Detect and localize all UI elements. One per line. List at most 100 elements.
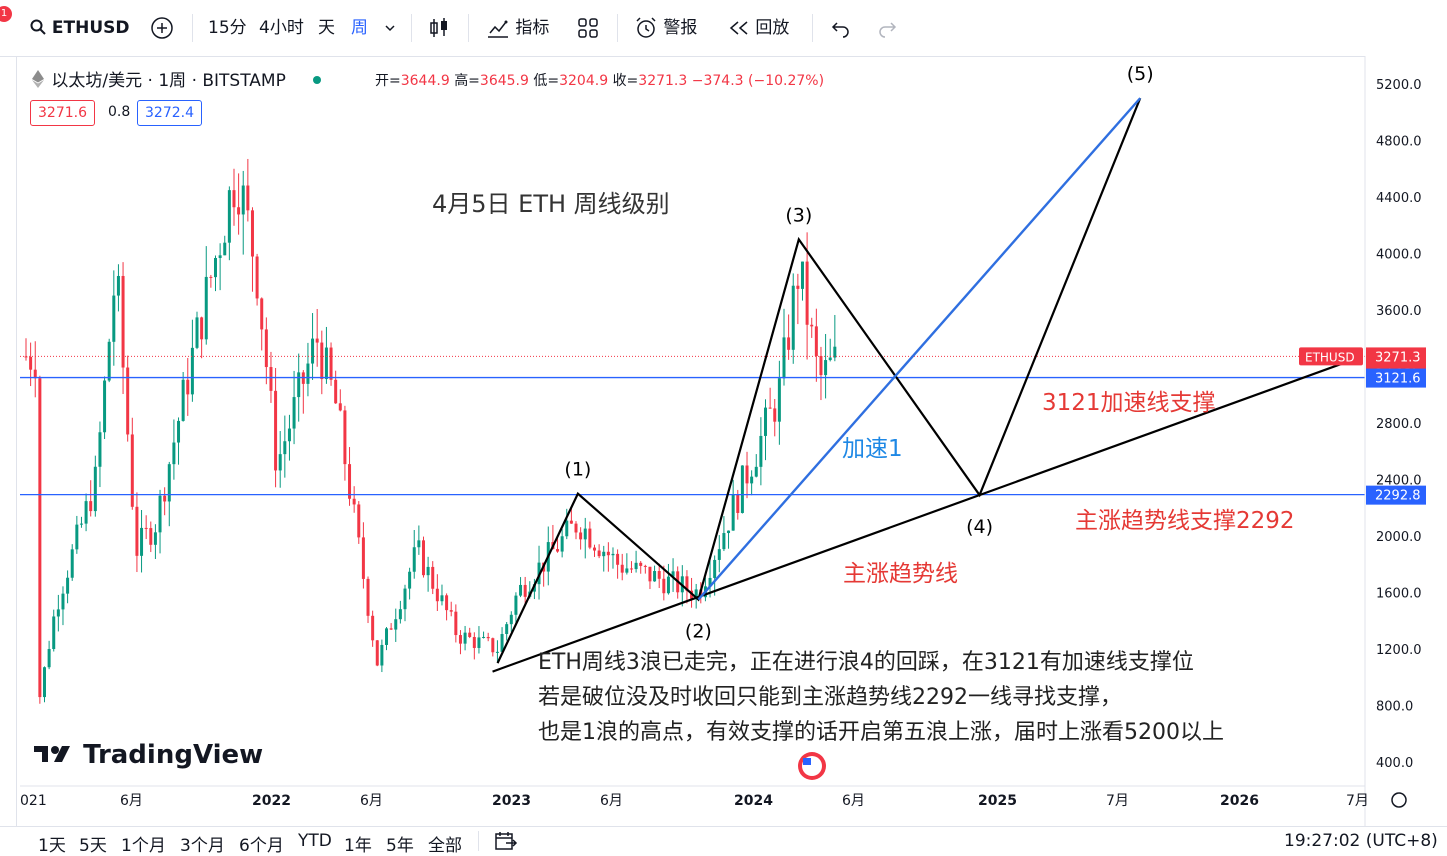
price-tick: 4400.0 (1376, 191, 1422, 206)
symbol-name: ETHUSD (51, 18, 130, 38)
candle-body (306, 363, 310, 384)
sell-price-box[interactable]: 3271.6 (30, 100, 95, 126)
tradingview-logo-icon (34, 746, 70, 762)
line-price-tag-1 (1366, 485, 1426, 505)
candle-body (634, 562, 638, 570)
candle-body (315, 338, 319, 343)
interval-1w[interactable]: 周 (351, 18, 368, 38)
candle-body (819, 356, 823, 376)
candle-body (440, 595, 444, 602)
candle-body (708, 577, 712, 587)
range-ytd[interactable]: YTD (298, 831, 332, 851)
price-tick: 400.0 (1376, 756, 1413, 771)
price-tick: 800.0 (1376, 700, 1413, 715)
chart-title: 4月5日 ETH 周线级别 (432, 190, 670, 218)
candle-body (560, 536, 564, 552)
candle-body (329, 347, 333, 380)
candle-body (824, 360, 828, 376)
candle-body (662, 578, 666, 594)
buy-price-box[interactable]: 3272.4 (137, 100, 202, 126)
top-toolbar: 1 ETHUSD 15分 4小时 天 周 指标 (0, 0, 1447, 57)
range-1m[interactable]: 1个月 (121, 836, 166, 856)
undo-button[interactable] (830, 14, 852, 42)
candle-body (324, 347, 328, 380)
analysis-note-1: ETH周线3浪已走完，正在进行浪4的回踩，在3121有加速线支撑位 (538, 650, 1194, 675)
price-tick: 5200.0 (1376, 78, 1422, 93)
candle-body (375, 640, 379, 666)
candle-body (371, 615, 375, 641)
candle-body (472, 636, 476, 648)
notification-badge[interactable]: 1 (0, 6, 12, 22)
candle-body (495, 651, 499, 653)
candle-body (380, 644, 384, 666)
wave-label-3: (3) (785, 204, 812, 226)
goto-date-button[interactable] (494, 831, 518, 856)
candle-body (385, 628, 389, 645)
candle-body (426, 566, 430, 576)
symbol-search[interactable]: ETHUSD (30, 14, 130, 42)
interval-15m[interactable]: 15分 (208, 18, 247, 38)
candle-body (588, 528, 592, 548)
candle-body (213, 257, 217, 278)
candle-body (629, 568, 633, 570)
calendar-arrow-icon (495, 832, 518, 850)
alert-button[interactable]: 警报 (634, 14, 697, 42)
candle-body (828, 357, 832, 361)
range-5y[interactable]: 5年 (386, 836, 414, 856)
candle-body (278, 454, 282, 471)
candle-body (33, 369, 37, 379)
price-axis-bg (1365, 56, 1447, 826)
price-tick: 2800.0 (1376, 417, 1422, 432)
ohlc-values: 开=3644.9 高=3645.9 低=3204.9 收=3271.3 −374… (375, 70, 824, 90)
candle-body (204, 276, 208, 340)
candle-body (287, 428, 291, 442)
interval-dropdown[interactable] (383, 14, 397, 42)
range-6m[interactable]: 6个月 (239, 836, 284, 856)
candle-body (297, 372, 301, 398)
line-price-value-1: 2292.8 (1375, 489, 1421, 504)
candle-body (777, 378, 781, 422)
range-3m[interactable]: 3个月 (180, 836, 225, 856)
range-1d[interactable]: 1天 (38, 836, 66, 856)
candles-layer (24, 158, 837, 704)
candle-body (648, 566, 652, 582)
chart-type-button[interactable] (428, 14, 450, 42)
time-tick: 6月 (360, 793, 383, 809)
accel-support-label: 3121加速线支撑 (1042, 390, 1216, 416)
line-price-tag-0 (1366, 368, 1426, 388)
candle-body (75, 524, 79, 550)
candle-body (800, 261, 804, 289)
range-all[interactable]: 全部 (428, 836, 462, 856)
chart-pane[interactable] (16, 56, 1447, 826)
candle-body (449, 610, 453, 612)
interval-4h[interactable]: 4小时 (259, 18, 304, 38)
interval-1d[interactable]: 天 (318, 18, 335, 38)
layout-button[interactable] (577, 14, 599, 42)
wave-label-5: (5) (1127, 63, 1154, 85)
candle-body (477, 637, 481, 648)
price-tick: 1200.0 (1376, 643, 1422, 658)
candle-body (773, 408, 777, 422)
low-label: 低= (533, 73, 560, 89)
candle-body (657, 571, 661, 579)
candle-body (38, 378, 42, 698)
candles-icon (430, 18, 447, 37)
range-1y[interactable]: 1年 (344, 836, 372, 856)
indicators-button[interactable]: 指标 (486, 14, 549, 42)
close-value: 3271.3 (638, 73, 688, 89)
candle-body (458, 635, 462, 644)
candle-body (70, 549, 74, 578)
candle-body (366, 578, 370, 616)
replay-button[interactable]: 回放 (728, 14, 789, 42)
candle-body (218, 255, 222, 258)
redo-button[interactable] (876, 14, 898, 42)
compare-button[interactable] (150, 14, 174, 42)
range-5d[interactable]: 5天 (79, 836, 107, 856)
clock: 19:27:02 (UTC+8) (1284, 831, 1438, 851)
close-label: 收= (612, 73, 639, 89)
replay-label: 回放 (755, 18, 790, 38)
candle-body (482, 636, 486, 638)
